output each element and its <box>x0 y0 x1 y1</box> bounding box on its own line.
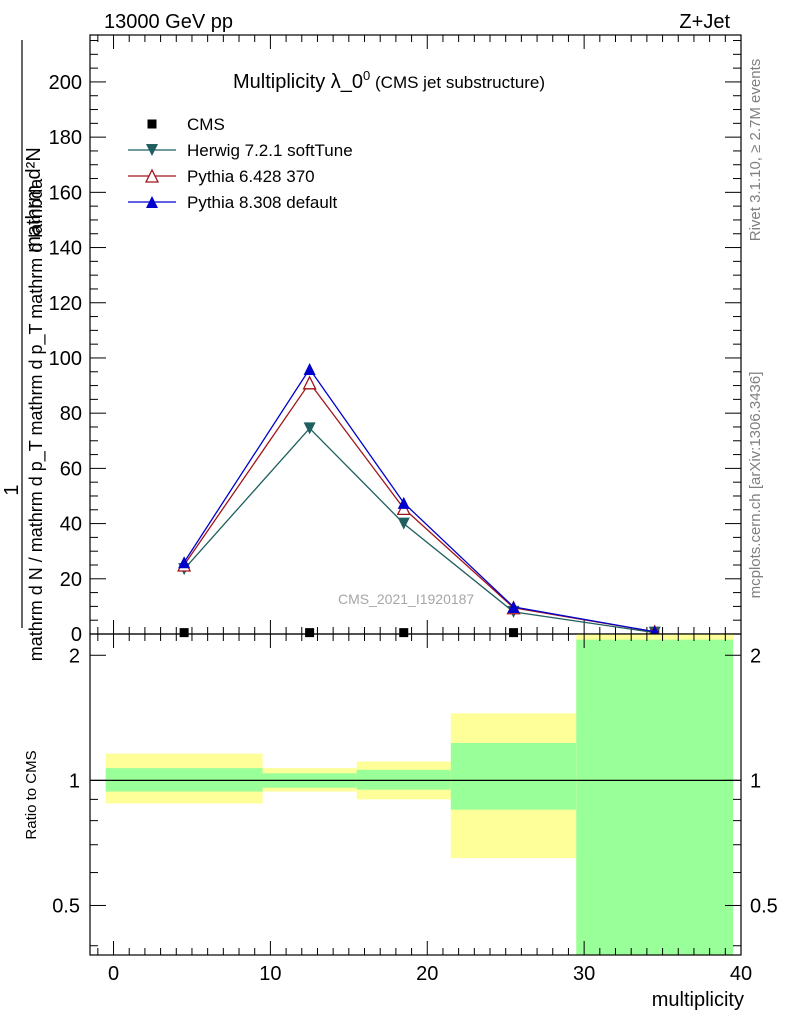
plot-title-subtitle: (CMS jet substructure) <box>370 73 545 92</box>
data-point-pythia-6-428-370 <box>302 375 317 390</box>
rivet-version-label: Rivet 3.1.10, ≥ 2.7M events <box>747 59 764 242</box>
x-tick-label: 0 <box>108 963 119 985</box>
data-point-cms <box>179 628 189 638</box>
ratio-y-tick-label-left: 1 <box>69 770 80 792</box>
ratio-stat-band-2 <box>356 769 451 790</box>
y-tick-label: 60 <box>60 458 82 480</box>
x-axis-title: multiplicity <box>652 989 744 1011</box>
plot-title-superscript: 0 <box>363 68 370 83</box>
ratio-y-tick-label-left: 2 <box>69 645 80 667</box>
ratio-stat-band-4 <box>576 639 734 955</box>
y-tick-label: 80 <box>60 403 82 425</box>
header-energy-label: 13000 GeV pp <box>104 11 233 33</box>
mcplots-label: mcplots.cern.ch [arXiv:1306.3436] <box>747 372 764 599</box>
y-tick-label: 140 <box>49 238 82 260</box>
analysis-watermark: CMS_2021_I1920187 <box>338 591 474 607</box>
ratio-stat-band-3 <box>450 742 577 810</box>
x-tick-label: 10 <box>259 963 281 985</box>
y-tick-label: 180 <box>49 127 82 149</box>
y-tick-label: 200 <box>49 72 82 94</box>
legend-marker-herwig-7-2-1-softtune <box>146 144 158 156</box>
y-axis-title-numerator: mathrm d²N <box>23 147 45 253</box>
legend-marker-pythia-6-428-370 <box>144 168 160 183</box>
data-point-herwig-7-2-1-softtune <box>397 517 410 530</box>
ratio-panel: 0 10 20 30 40 0.5 0.5 1 1 2 2 <box>52 633 778 985</box>
legend-marker-cms <box>147 119 157 129</box>
ratio-y-axis-title: Ratio to CMS <box>23 750 40 839</box>
plot-title-main: Multiplicity λ_0 <box>233 71 363 93</box>
data-point-pythia-8-308-default <box>507 600 520 613</box>
data-point-cms <box>305 628 315 638</box>
data-point-pythia-8-308-default <box>397 496 410 509</box>
x-tick-label: 40 <box>730 963 752 985</box>
data-point-pythia-8-308-default <box>178 556 191 569</box>
legend: CMS Herwig 7.2.1 softTune Pythia 6.428 370… <box>128 115 353 212</box>
data-point-cms <box>399 628 409 638</box>
ratio-y-tick-label-right: 0.5 <box>750 895 778 917</box>
data-point-cms <box>509 628 519 638</box>
y-tick-label: 100 <box>49 348 82 370</box>
legend-label-cms: CMS <box>187 115 225 134</box>
plot-title: Multiplicity λ_00 (CMS jet substructure) <box>233 68 545 93</box>
legend-label-pythia-8-308-default: Pythia 8.308 default <box>187 193 338 212</box>
ratio-y-tick-label-left: 0.5 <box>52 895 80 917</box>
y-tick-label: 160 <box>49 182 82 204</box>
x-tick-label: 30 <box>573 963 595 985</box>
legend-marker-pythia-8-308-default <box>146 196 158 208</box>
main-panel: 0 20 40 60 80 100 120 140 160 180 200 <box>49 34 742 646</box>
ratio-y-tick-label-right: 2 <box>750 645 761 667</box>
y-tick-label: 0 <box>71 624 82 646</box>
main-y-axis-title: 1 mathrm d²N mathrm d N / mathrm d p_T m… <box>1 40 47 661</box>
ratio-plot-frame <box>89 633 742 956</box>
x-tick-label: 20 <box>416 963 438 985</box>
y-tick-label: 120 <box>49 293 82 315</box>
data-point-pythia-8-308-default <box>303 363 316 376</box>
y-axis-title-numerator-one: 1 <box>1 484 23 495</box>
y-axis-title-denominator: mathrm d N / mathrm d p_T mathrm d p_T m… <box>26 178 47 661</box>
y-tick-label: 20 <box>60 569 82 591</box>
legend-label-pythia-6-428-370: Pythia 6.428 370 <box>187 167 315 186</box>
header-process-label: Z+Jet <box>679 11 730 33</box>
legend-label-herwig-7-2-1-softtune: Herwig 7.2.1 softTune <box>187 141 353 160</box>
y-tick-label: 40 <box>60 514 82 536</box>
ratio-y-tick-label-right: 1 <box>750 770 761 792</box>
data-point-herwig-7-2-1-softtune <box>303 422 316 435</box>
